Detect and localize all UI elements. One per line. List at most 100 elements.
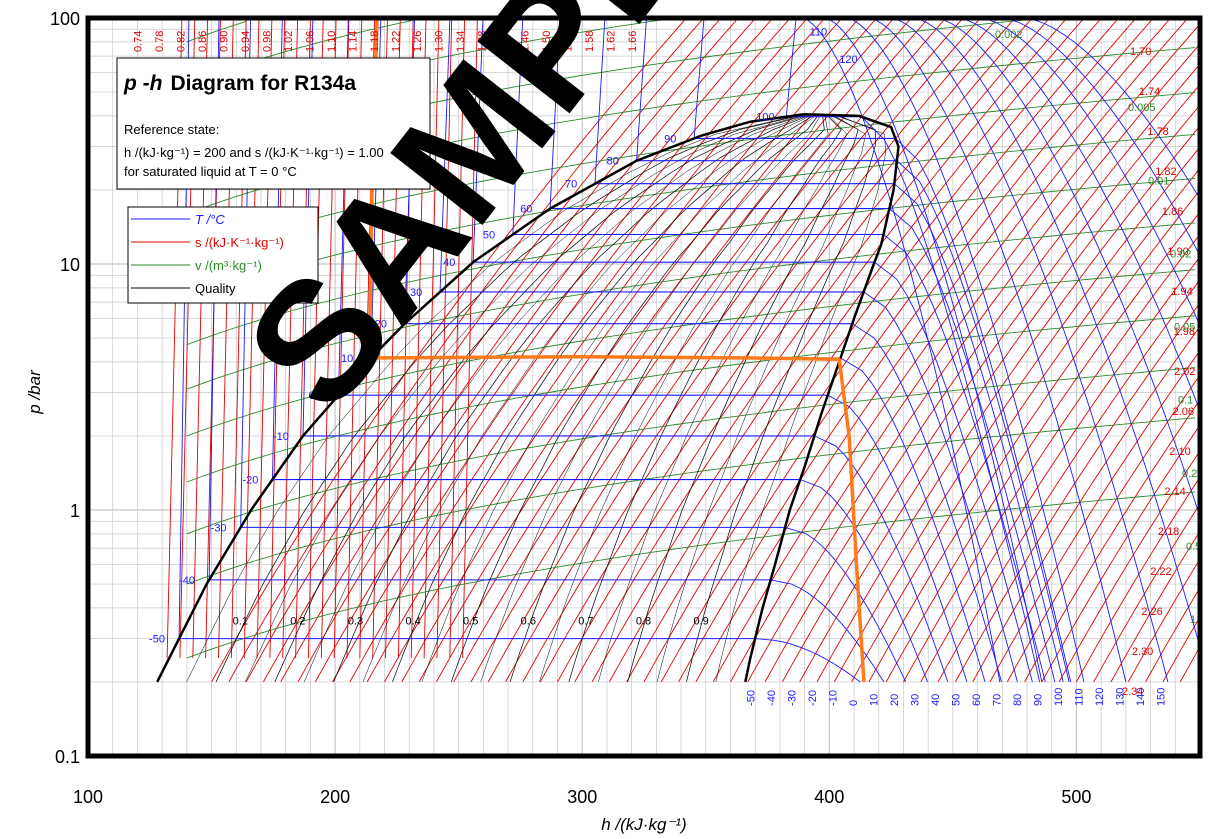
isentrope-line [660,18,1137,683]
isotherm-supercritical-line [868,18,1127,683]
isochore-line [186,269,1196,437]
isotherm-liquid-line [594,18,606,184]
isentrope-line [436,18,912,683]
isentrope-line [591,18,1068,683]
isentrope-label-top: 1.46 [519,31,531,52]
isentrope-label-right: 1.98 [1174,326,1195,338]
isentrope-label-top: 1.22 [390,31,402,52]
reference-line-2: h /(kJ·kg⁻¹) = 200 and s /(kJ·K⁻¹·kg⁻¹) … [124,145,384,160]
isotherm-vapor-line [896,160,1070,683]
isotherm-vapor-line [800,479,928,683]
isentrope-label-top: 0.78 [154,31,166,52]
isentrope-label-top: 0.94 [240,31,252,52]
isentrope-line [730,23,1200,683]
isentrope-line [799,104,1200,683]
isentrope-line [349,18,826,683]
isotherm-bottom-label: 150 [1156,688,1168,706]
isentrope-label-top: 1.38 [476,31,488,52]
isotherm-label: 90 [664,133,676,145]
isentrope-liquid-line [449,18,466,659]
chart-title: p -h Diagram for R134a [123,72,356,95]
isentrope-label-top: 1.30 [433,31,445,52]
isotherm-liquid-line [472,18,484,263]
isotherm-label: 70 [565,179,577,191]
isotherm-bottom-label: 50 [950,694,962,706]
isotherm-liquid-line [785,18,797,117]
isotherm-supercritical-line [913,18,1200,649]
isentrope-label-right: 2.14 [1164,486,1185,498]
isentrope-line [955,302,1200,683]
isotherm-bottom-label: 110 [1073,688,1085,706]
isochore-label: 0.2 [1182,468,1197,480]
isentrope-line [505,18,981,683]
isentrope-line [1006,374,1200,683]
isentrope-label-right: 1.82 [1155,166,1176,178]
isotherm-liquid-line [549,18,561,209]
isotherm-liquid-line [512,18,524,235]
isotherm-bottom-label: 30 [909,694,921,706]
isotherm-vapor-line [852,323,1002,683]
isentrope-label-top: 1.58 [584,31,596,52]
isotherm-label: 20 [375,319,387,331]
isentrope-liquid-line [462,18,478,659]
quality-line-minor [362,115,812,682]
isochore-line [186,92,1196,260]
isentrope-label-right: 1.94 [1171,286,1192,298]
isotherm-vapor-line [874,261,1033,683]
isochore-line [186,491,1196,659]
isentrope-label-top: 1.42 [498,31,510,52]
isentrope-line [764,63,1200,683]
reference-line-1: Reference state: [124,122,219,137]
quality-label: 0.3 [348,616,363,628]
quality-line-minor [656,115,866,682]
isentrope-label-top: 1.54 [562,31,574,52]
y-tick-label: 100 [50,9,80,29]
quality-line [333,113,811,683]
isotherm-label: 60 [520,204,532,216]
title-box: p -h Diagram for R134a Reference state: h… [116,57,431,190]
isentrope-line [211,18,687,683]
isentrope-liquid-line [423,18,440,659]
isentrope-line [695,18,1172,683]
isentrope-line [314,18,791,683]
isochore-label: 0.02 [1170,248,1191,260]
isotherm-bottom-label: 90 [1032,694,1044,706]
isentrope-label-right: 2.34 [1122,686,1143,698]
isentrope-label-top: 1.14 [347,31,359,52]
isotherm-vapor-line [784,526,907,683]
isentrope-line [1076,476,1200,683]
isotherm-vapor-line [814,435,949,683]
isentrope-line [712,18,1189,683]
isentrope-label-top: 1.62 [605,31,617,52]
isentrope-label-top: 0.90 [218,31,230,52]
isotherm-label: 40 [443,257,455,269]
isotherm-label: -20 [242,475,258,487]
isentrope-label-right: 2.18 [1158,526,1179,538]
isentrope-liquid-line [436,18,453,659]
quality-line [627,113,859,682]
isotherm-bottom-label: 80 [1012,694,1024,706]
isochore-label: 0.05 [1174,322,1195,334]
x-tick-label: 100 [73,787,103,807]
quality-label: 0.6 [521,616,536,628]
quality-line-minor [186,115,799,683]
quality-label: 0.1 [233,616,248,628]
quality-line-minor [539,115,829,682]
saturated-vapor-line [744,113,900,683]
isentrope-line [937,278,1200,683]
y-tick-label: 10 [60,255,80,275]
isentrope-line [557,18,1033,683]
quality-label: 0.2 [290,616,305,628]
isentrope-line [332,18,808,683]
isotherm-label: -10 [273,431,289,443]
isotherm-supercritical-line [1024,18,1200,200]
quality-line [392,113,815,683]
quality-label: 0.7 [578,616,593,628]
isotherm-label: -40 [179,575,195,587]
isotherm-vapor-line [895,138,1072,683]
y-axis-label: p /bar [25,369,44,415]
isotherm-supercritical-line [1002,18,1200,257]
isentrope-line [626,18,1102,683]
saturated-liquid-line [156,113,804,683]
